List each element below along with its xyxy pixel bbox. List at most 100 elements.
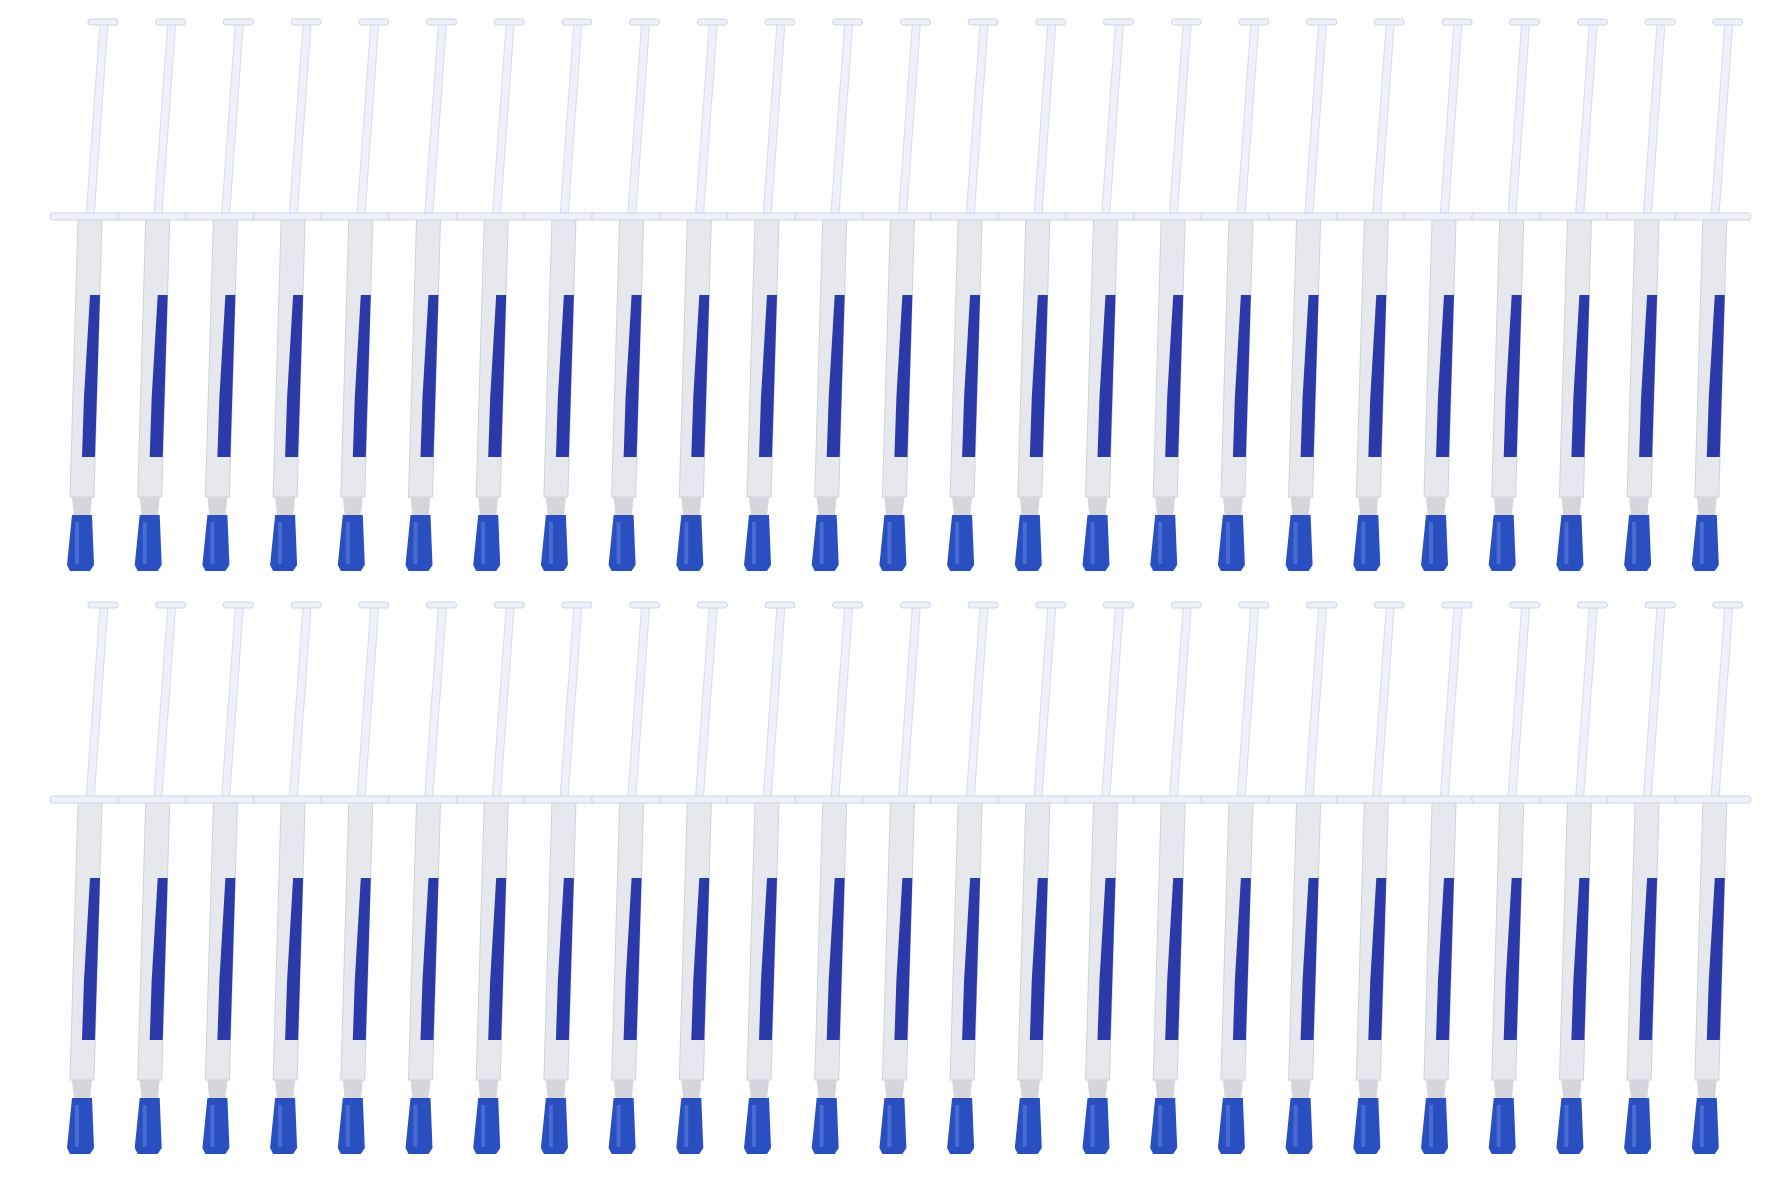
cap [1082,1098,1110,1154]
tip [1019,497,1040,517]
plunger-top [832,18,864,26]
cap [1691,515,1719,571]
plunger-top [1712,601,1744,609]
plunger-rod [423,605,448,801]
tip [749,1080,769,1100]
plunger-rod [288,605,312,801]
plunger-top [899,18,931,26]
label-stripe [826,295,845,457]
flange [726,795,804,804]
cap [1285,515,1313,571]
cap [540,1098,568,1154]
syringe [388,18,465,571]
flange [1132,212,1210,221]
cap [1624,515,1652,571]
plunger-rod [1304,605,1328,801]
cap-highlight [1158,522,1163,564]
syringe [591,601,669,1154]
syringe [1335,18,1413,571]
label-stripe [1436,295,1454,457]
cap [1421,515,1448,571]
plunger-rod [1439,22,1463,218]
plunger-rod [1371,605,1395,801]
plunger-top [1306,18,1338,26]
cap-highlight [684,1105,689,1147]
tip [207,1080,228,1100]
cap [947,515,975,571]
plunger-rod [1642,605,1666,801]
cap-highlight [413,1105,418,1147]
plunger-rod [627,22,651,218]
plunger-rod [1710,605,1734,801]
tip [1358,497,1379,517]
cap [202,515,230,571]
flange [1268,212,1346,221]
syringe [252,18,330,571]
plunger-top [426,18,457,26]
cap-highlight [1699,522,1704,564]
syringe [1606,18,1684,571]
syringe [861,18,939,571]
label-stripe [555,878,574,1040]
plunger-top [1373,18,1405,26]
plunger-rod [1507,605,1531,801]
label-stripe [217,295,236,457]
tip [1290,1080,1311,1100]
label-stripe [894,295,913,457]
plunger-top [1035,18,1067,26]
plunger-top [832,601,864,609]
cap [405,1098,433,1154]
tip [342,1080,363,1100]
plunger-top [1373,601,1405,609]
flange [591,212,669,221]
cap-highlight [1090,1105,1095,1147]
cap [1217,515,1245,571]
plunger-top [1103,601,1134,609]
plunger-top [222,601,254,609]
label-stripe [420,295,439,457]
flange [184,212,262,221]
tip [72,1080,92,1100]
label-stripe [1639,878,1658,1040]
cap-highlight [1429,1105,1433,1147]
cap [1488,515,1516,571]
cap-highlight [548,1105,553,1147]
plunger-rod [897,605,921,801]
plunger-rod [423,22,448,218]
flange [1606,795,1684,804]
flange [1674,795,1752,804]
syringe [726,18,804,571]
plunger-rod [1574,605,1598,801]
cap [134,1098,162,1154]
syringe [1132,18,1210,571]
plunger-top [155,601,187,609]
plunger-top [561,601,593,609]
tip [139,497,160,517]
label-stripe [217,878,236,1040]
cap [1691,1098,1719,1154]
cap-highlight [481,1105,486,1147]
plunger-top [1035,601,1067,609]
tip [749,497,769,517]
syringe [1471,601,1549,1154]
cap-highlight [1225,522,1230,564]
plunger-rod [627,605,651,801]
tip [1155,1080,1176,1100]
cap [608,515,636,571]
tip [545,497,566,517]
tip [952,497,973,517]
label-stripe [488,295,507,457]
plunger-rod [356,605,380,801]
syringe [1268,601,1346,1154]
tip [342,497,363,517]
flange [997,795,1075,804]
plunger-rod [830,22,854,218]
label-stripe [623,878,642,1040]
syringe [455,18,533,571]
tip [884,497,905,517]
flange [252,212,330,221]
flange [320,212,398,221]
syringe [997,601,1075,1154]
cap-highlight [1022,522,1027,564]
plunger-top [493,18,525,26]
